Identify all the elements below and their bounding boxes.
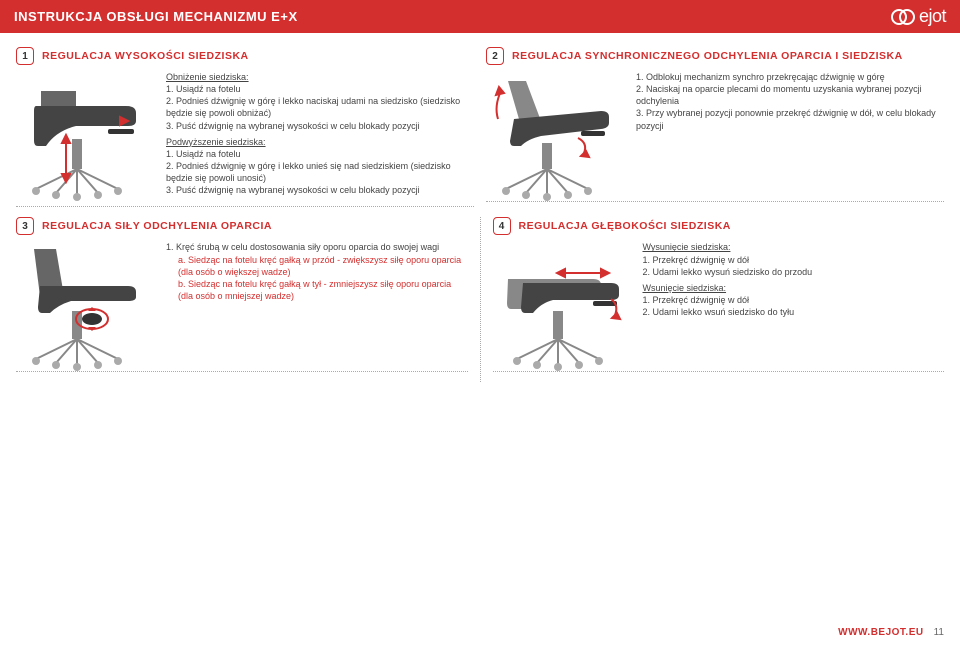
diagram-synchro-tilt [486, 71, 626, 191]
list-item: Udami lekko wysuń siedzisko do przodu [643, 266, 813, 278]
section-title: REGULACJA WYSOKOŚCI SIEDZISKA [42, 50, 249, 62]
sub-item: b. Siedząc na fotelu kręć gałką w tył - … [178, 278, 468, 302]
page-footer: WWW.BEJOT.EU 11 [838, 627, 944, 638]
section-title: REGULACJA SYNCHRONICZNEGO ODCHYLENIA OPA… [512, 50, 903, 62]
list-item: Puść dźwignię na wybranej wysokości w ce… [166, 120, 474, 132]
list-item: Usiądź na fotelu [166, 83, 474, 95]
section-2-text: Odblokuj mechanizm synchro przekręcając … [636, 71, 944, 191]
brand-logo: ejot [891, 6, 946, 27]
list-item: Przekręć dźwignię w dół [643, 294, 813, 306]
page-content: 1 REGULACJA WYSOKOŚCI SIEDZISKA [0, 33, 960, 382]
section-number: 2 [486, 47, 504, 65]
list-item: Przy wybranej pozycji ponownie przekręć … [636, 107, 944, 131]
section-2: 2 REGULACJA SYNCHRONICZNEGO ODCHYLENIA O… [486, 47, 944, 217]
row-top: 1 REGULACJA WYSOKOŚCI SIEDZISKA [16, 47, 944, 217]
footer-page: 11 [934, 627, 944, 638]
section-number: 3 [16, 217, 34, 235]
diagram-tension [16, 241, 156, 361]
section-4: 4 REGULACJA GŁĘBOKOŚCI SIEDZISKA [480, 217, 945, 382]
section-3: 3 REGULACJA SIŁY ODCHYLENIA OPARCIA [16, 217, 468, 382]
list-item: Puść dźwignię na wybranej wysokości w ce… [166, 184, 474, 196]
section-title: REGULACJA GŁĘBOKOŚCI SIEDZISKA [519, 220, 731, 232]
row-bottom: 3 REGULACJA SIŁY ODCHYLENIA OPARCIA [16, 217, 944, 382]
list-item: Podnieś dźwignię w górę i lekko naciskaj… [166, 95, 474, 119]
section-1-text: Obniżenie siedziska: Usiądź na fotelu Po… [166, 71, 474, 196]
section-1: 1 REGULACJA WYSOKOŚCI SIEDZISKA [16, 47, 474, 217]
s1-g0-heading: Obniżenie siedziska: [166, 71, 474, 83]
header-title: INSTRUKCJA OBSŁUGI MECHANIZMU E+X [14, 9, 298, 24]
s4-g0-heading: Wysunięcie siedziska: [643, 241, 813, 253]
list-item: Przekręć dźwignię w dół [643, 254, 813, 266]
list-item: Podnieś dźwignię w górę i lekko unieś si… [166, 160, 474, 184]
list-item: Naciskaj na oparcie plecami do momentu u… [636, 83, 944, 107]
list-item: Kręć śrubą w celu dostosowania siły opor… [166, 241, 468, 253]
diagram-seat-depth [493, 241, 633, 361]
list-item: Odblokuj mechanizm synchro przekręcając … [636, 71, 944, 83]
logo-text: ejot [919, 6, 946, 27]
section-title: REGULACJA SIŁY ODCHYLENIA OPARCIA [42, 220, 272, 232]
section-3-text: Kręć śrubą w celu dostosowania siły opor… [166, 241, 468, 361]
section-number: 4 [493, 217, 511, 235]
sub-item: a. Siedząc na fotelu kręć gałką w przód … [178, 254, 468, 278]
logo-icon [891, 7, 917, 27]
section-4-text: Wysunięcie siedziska: Przekręć dźwignię … [643, 241, 813, 361]
list-item: Udami lekko wsuń siedzisko do tyłu [643, 306, 813, 318]
list-item: Usiądź na fotelu [166, 148, 474, 160]
footer-url: WWW.BEJOT.EU [838, 627, 923, 638]
section-number: 1 [16, 47, 34, 65]
diagram-seat-height [16, 71, 156, 191]
header-bar: INSTRUKCJA OBSŁUGI MECHANIZMU E+X ejot [0, 0, 960, 33]
s4-g1-heading: Wsunięcie siedziska: [643, 282, 813, 294]
s1-g1-heading: Podwyższenie siedziska: [166, 136, 474, 148]
